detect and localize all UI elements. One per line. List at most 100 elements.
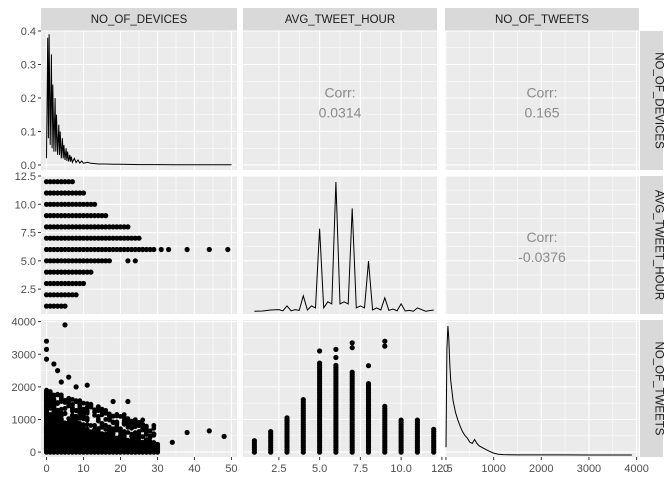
y-tick-label: 0.0 [21, 160, 36, 172]
point-devices-hour [47, 190, 53, 196]
point-devices-hour [106, 224, 112, 230]
strip-label-top-no_of_devices: NO_OF_DEVICES [91, 14, 188, 26]
point-devices-tweets [77, 398, 83, 404]
point-devices-hour [99, 213, 105, 219]
point-devices-hour [66, 280, 72, 287]
point-devices-hour [88, 201, 94, 207]
point-devices-tweets [84, 410, 90, 416]
point-devices-hour [92, 235, 98, 241]
point-devices-hour [95, 224, 101, 230]
point-devices-tweets [43, 346, 50, 352]
point-devices-hour [158, 246, 164, 253]
point-devices-hour [66, 292, 72, 298]
point-devices-tweets [110, 398, 116, 405]
point-devices-tweets [99, 409, 105, 415]
point-devices-tweets [58, 417, 64, 422]
point-devices-tweets [121, 429, 127, 434]
point-devices-hour [43, 258, 50, 264]
point-devices-hour [80, 269, 87, 275]
point-devices-tweets [132, 417, 138, 422]
point-devices-hour [88, 224, 94, 230]
point-devices-hour [73, 246, 79, 253]
point-devices-tweets [51, 393, 57, 399]
point-devices-hour [69, 179, 75, 185]
point-devices-tweets [84, 422, 90, 427]
point-devices-tweets [81, 400, 86, 406]
point-devices-hour [117, 246, 124, 253]
point-devices-tweets [47, 391, 53, 397]
x-tick-label: 5.0 [312, 463, 327, 475]
point-devices-hour [55, 224, 61, 230]
point-devices-tweets [88, 401, 94, 407]
point-devices-tweets [143, 437, 149, 443]
point-devices-hour [125, 235, 131, 241]
point-hour-tweets [349, 345, 355, 351]
point-devices-tweets [70, 420, 75, 425]
point-devices-tweets [136, 429, 142, 434]
point-devices-tweets [77, 414, 83, 420]
point-devices-tweets [151, 425, 157, 431]
point-devices-hour [166, 246, 172, 253]
point-devices-hour [47, 235, 53, 241]
point-devices-tweets [47, 395, 53, 401]
point-devices-hour [77, 235, 83, 241]
x-tick-label: 12.5 [431, 463, 452, 475]
point-devices-hour [125, 246, 131, 253]
point-devices-hour [80, 201, 87, 207]
point-devices-tweets [95, 414, 101, 419]
point-devices-tweets [43, 338, 50, 344]
x-tick-label: 2000 [529, 463, 553, 475]
strip-right-2 [640, 320, 663, 457]
point-devices-tweets [70, 413, 75, 419]
point-devices-hour [47, 280, 53, 287]
point-devices-hour [55, 303, 61, 309]
point-devices-hour [43, 303, 50, 309]
point-devices-hour [225, 246, 231, 253]
y-tick-label: 1000 [12, 414, 36, 426]
point-devices-hour [66, 269, 72, 275]
point-devices-tweets [118, 414, 123, 419]
point-devices-hour [73, 292, 79, 298]
point-devices-tweets [129, 422, 135, 428]
point-devices-tweets [110, 426, 116, 432]
point-devices-hour [99, 258, 105, 264]
point-devices-tweets [47, 412, 53, 417]
point-devices-hour [95, 258, 101, 264]
point-hour-tweets [333, 346, 339, 352]
point-devices-hour [80, 235, 87, 241]
point-devices-hour [62, 190, 68, 196]
point-devices-hour [77, 269, 83, 275]
point-devices-hour [125, 224, 131, 230]
point-hour-tweets [300, 397, 306, 403]
point-devices-tweets [66, 403, 72, 409]
point-devices-tweets [144, 426, 149, 431]
y-tick-label: 0.4 [21, 26, 36, 38]
point-devices-tweets [73, 384, 79, 390]
point-devices-hour [103, 235, 109, 241]
point-devices-hour [69, 258, 75, 264]
point-devices-tweets [184, 429, 190, 436]
y-tick-label: 2000 [12, 382, 36, 394]
point-devices-hour [58, 179, 64, 185]
point-hour-tweets [317, 348, 323, 354]
point-devices-hour [43, 213, 50, 219]
point-devices-hour [132, 235, 138, 241]
point-devices-hour [114, 224, 120, 230]
point-devices-tweets [118, 426, 123, 432]
point-hour-tweets [333, 362, 339, 368]
point-devices-hour [77, 213, 83, 219]
point-devices-hour [143, 246, 149, 253]
corr-label: Corr: [324, 85, 355, 101]
point-devices-tweets [44, 404, 49, 409]
point-devices-hour [62, 280, 68, 287]
point-devices-hour [106, 258, 112, 264]
density-line-no_of_devices [46, 34, 232, 166]
point-devices-hour [66, 246, 72, 253]
y-tick-label: 2.5 [21, 284, 36, 296]
point-devices-tweets [206, 428, 212, 434]
panel-r0-c0 [41, 30, 237, 170]
point-devices-tweets [84, 382, 90, 388]
point-devices-hour [55, 246, 61, 253]
point-devices-hour [58, 201, 64, 207]
